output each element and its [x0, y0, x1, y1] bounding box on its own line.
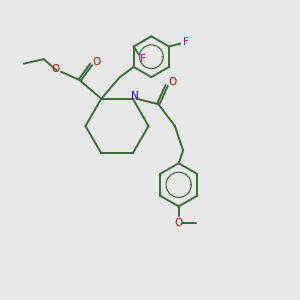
Text: F: F [183, 37, 189, 47]
Text: O: O [175, 218, 183, 228]
Text: O: O [168, 77, 176, 87]
Text: F: F [140, 54, 146, 64]
Text: O: O [52, 64, 60, 74]
Text: O: O [92, 57, 101, 67]
Text: N: N [131, 91, 139, 101]
